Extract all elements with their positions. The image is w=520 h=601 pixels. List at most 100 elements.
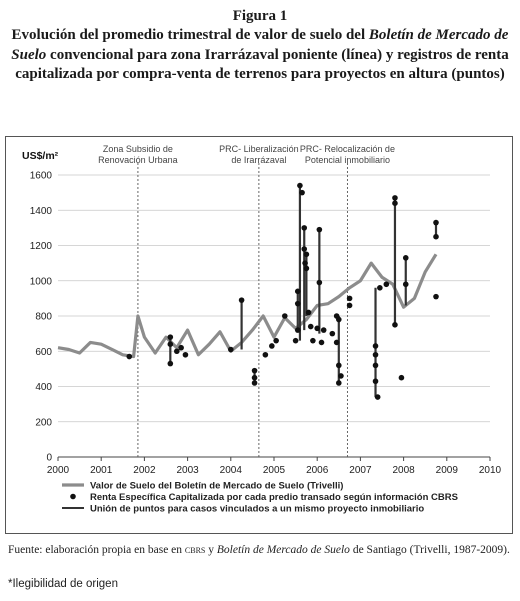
renta-point [305, 309, 312, 316]
source-cbrs: cbrs [184, 544, 206, 556]
legend-label-dots: Renta Específica Capitalizada por cada p… [90, 492, 458, 503]
renta-point [251, 367, 258, 374]
legend-swatch-dot [70, 493, 76, 500]
renta-point [346, 302, 353, 309]
y-axis-label: US$/m² [22, 150, 59, 162]
renta-point [377, 285, 383, 291]
renta-point [433, 233, 439, 240]
renta-point [303, 265, 310, 272]
renta-point [433, 219, 439, 226]
renta-point [320, 327, 327, 333]
figure-title-part2: convencional para zona Irarrázaval ponie… [15, 46, 509, 83]
chart-frame: 0 200 400 600 800 1000 1200 1400 1600 2000 2001 200… [5, 136, 513, 534]
legend-label-line: Valor de Suelo del Boletín de Mercado de… [90, 481, 343, 492]
renta-point [182, 351, 189, 358]
renta-point [273, 337, 279, 344]
renta-point [238, 297, 245, 303]
legend-label-connector: Unión de puntos para casos vinculados a … [90, 504, 424, 515]
renta-point [336, 380, 342, 386]
renta-point [269, 343, 275, 349]
renta-point [372, 351, 379, 358]
renta-point [262, 351, 269, 358]
source-note: Fuente: elaboración propia en base en cb… [8, 543, 514, 558]
renta-point [374, 394, 381, 400]
y-tick-label: 400 [35, 382, 52, 393]
renta-point [338, 373, 344, 379]
renta-point [307, 323, 314, 330]
figure-header: Figura 1 Evolución del promedio trimestr… [0, 6, 520, 85]
annotation-label: de Irarrázaval [231, 155, 286, 165]
renta-point [294, 288, 301, 295]
renta-point [167, 334, 174, 340]
annotation-label: PRC- Liberalización [219, 144, 299, 154]
renta-point [314, 325, 321, 332]
x-tick-label: 2009 [436, 465, 459, 476]
renta-point [392, 322, 398, 328]
renta-point [167, 360, 174, 367]
renta-point [301, 225, 308, 231]
figure-title: Evolución del promedio trimestral de val… [0, 26, 520, 85]
renta-point [316, 279, 323, 286]
renta-point [294, 327, 301, 333]
x-tick-label: 2006 [306, 465, 329, 476]
renta-point [346, 295, 353, 302]
chart-svg: 0 200 400 600 800 1000 1200 1400 1600 2000 2001 200… [22, 144, 502, 515]
x-tick-label: 2002 [133, 465, 156, 476]
y-tick-label: 600 [35, 347, 52, 358]
y-tick-label: 1600 [30, 171, 53, 182]
annotation-label: Zona Subsidio de [103, 144, 173, 154]
renta-point [333, 339, 340, 346]
x-tick-label: 2004 [220, 465, 243, 476]
renta-point [336, 362, 342, 369]
renta-point [126, 353, 133, 360]
renta-point [301, 246, 308, 252]
annotation-label: Renovación Urbana [98, 155, 178, 165]
x-tick-label: 2007 [349, 465, 372, 476]
renta-point [167, 341, 174, 347]
y-tick-label: 800 [35, 312, 52, 323]
renta-point [303, 251, 310, 258]
renta-point [251, 374, 258, 381]
renta-point [372, 378, 379, 385]
annotation-label: Potencial inmobiliario [305, 155, 390, 165]
y-tick-label: 0 [46, 453, 52, 464]
y-tick-label: 1000 [30, 276, 53, 287]
figure-title-italic: Boletín de Mercado de Suelo [11, 27, 509, 63]
y-tick-label: 1400 [30, 206, 53, 217]
renta-point [294, 300, 301, 307]
renta-point [372, 362, 379, 369]
y-tick-label: 200 [35, 417, 52, 428]
source-mid: y [205, 544, 217, 556]
source-prefix: Fuente: elaboración propia en base en [8, 544, 185, 556]
renta-point [228, 346, 234, 353]
renta-point [282, 313, 288, 319]
renta-point [178, 344, 184, 351]
boletin-line-series [57, 253, 438, 359]
x-tick-label: 2003 [176, 465, 199, 476]
y-tick-label: 1200 [30, 241, 53, 252]
x-tick-label: 2010 [479, 465, 502, 476]
renta-point [292, 337, 299, 344]
renta-point [383, 281, 390, 288]
renta-point [310, 337, 316, 344]
renta-point [299, 189, 305, 196]
renta-point [392, 195, 398, 201]
renta-point [316, 226, 323, 233]
renta-point [372, 343, 379, 349]
x-tick-label: 2005 [263, 465, 286, 476]
source-italic: Boletín de Mercado de Suelo [216, 544, 350, 556]
annotation-label: PRC- Relocalización de [300, 144, 395, 154]
x-tick-label: 2000 [47, 465, 70, 476]
renta-point [318, 339, 325, 346]
figure-title-part1: Evolución del promedio trimestral de val… [11, 27, 369, 43]
renta-point [329, 330, 336, 337]
renta-point [433, 293, 439, 300]
figure-label: Figura 1 [232, 8, 288, 24]
x-tick-label: 2008 [392, 465, 415, 476]
renta-point [402, 255, 409, 261]
legibility-note: *Ilegibilidad de origen [8, 578, 118, 590]
renta-point [402, 281, 409, 288]
renta-point [174, 348, 180, 355]
renta-point [297, 182, 303, 189]
renta-point [398, 374, 405, 381]
